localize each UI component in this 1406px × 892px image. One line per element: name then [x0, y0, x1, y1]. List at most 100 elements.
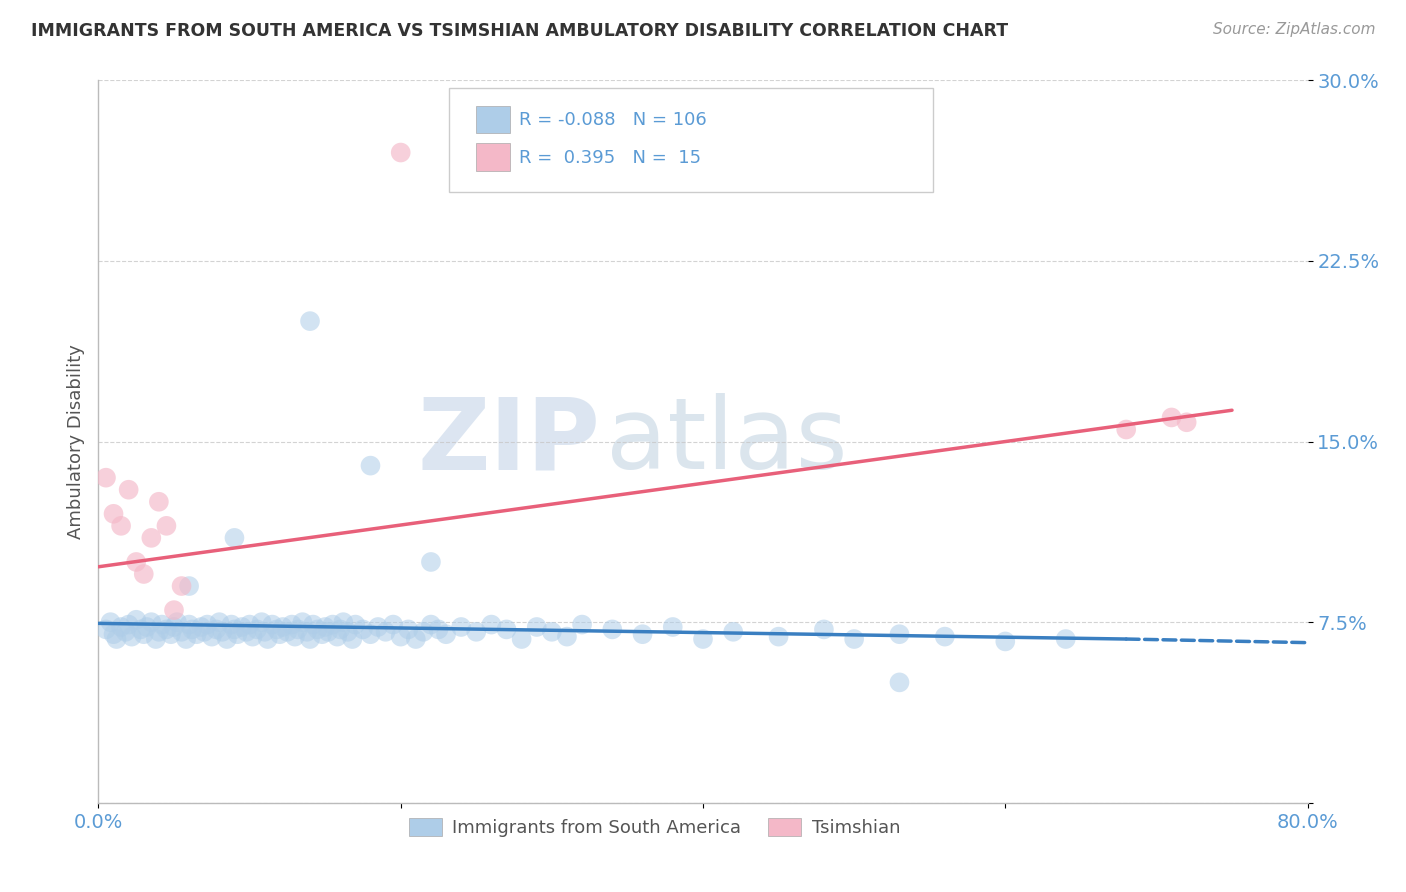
Point [295, 624, 318, 639]
Point [179, 617, 201, 632]
Text: R =  0.395   N =  15: R = 0.395 N = 15 [519, 149, 702, 167]
Point [342, 632, 364, 646]
Point [994, 634, 1017, 648]
Point [94, 470, 117, 484]
Text: R = -0.088   N = 106: R = -0.088 N = 106 [519, 111, 707, 129]
Point [253, 624, 276, 639]
Point [276, 624, 298, 639]
FancyBboxPatch shape [449, 87, 932, 193]
Point [239, 617, 262, 632]
Point [110, 620, 132, 634]
Text: IMMIGRANTS FROM SOUTH AMERICA VS TSIMSHIAN AMBULATORY DISABILITY CORRELATION CHA: IMMIGRANTS FROM SOUTH AMERICA VS TSIMSHI… [31, 22, 1008, 40]
Point [344, 617, 367, 632]
Point [129, 623, 152, 637]
Point [332, 615, 354, 630]
Point [1160, 410, 1182, 425]
Point [193, 624, 215, 639]
Point [141, 615, 163, 630]
Legend: Immigrants from South America, Tsimshian: Immigrants from South America, Tsimshian [402, 811, 907, 845]
Point [118, 617, 141, 632]
Point [201, 630, 224, 644]
Point [155, 623, 177, 637]
Point [103, 627, 125, 641]
Point [631, 627, 654, 641]
Point [307, 623, 329, 637]
Point [150, 617, 173, 632]
Point [281, 617, 304, 632]
Point [271, 620, 294, 634]
Point [352, 623, 374, 637]
Point [100, 615, 122, 630]
Point [190, 620, 212, 634]
Point [148, 494, 170, 508]
Point [510, 632, 533, 646]
Point [221, 617, 243, 632]
Point [262, 617, 284, 632]
Point [284, 630, 307, 644]
Point [450, 620, 472, 634]
Y-axis label: Ambulatory Disability: Ambulatory Disability [66, 344, 84, 539]
Point [1175, 415, 1198, 429]
Point [110, 518, 132, 533]
Point [291, 615, 314, 630]
Point [405, 632, 427, 646]
Point [299, 632, 322, 646]
Point [231, 620, 253, 634]
Point [256, 632, 278, 646]
Point [661, 620, 683, 634]
Point [934, 630, 956, 644]
Point [155, 518, 177, 533]
Point [163, 603, 186, 617]
Point [311, 627, 333, 641]
Point [170, 579, 193, 593]
Point [302, 617, 325, 632]
Point [211, 624, 233, 639]
Point [170, 624, 193, 639]
Point [205, 623, 228, 637]
Point [145, 632, 167, 646]
Text: atlas: atlas [606, 393, 848, 490]
Point [105, 632, 128, 646]
Point [121, 630, 143, 644]
Point [160, 627, 183, 641]
Point [166, 615, 188, 630]
Point [434, 627, 457, 641]
Text: ZIP: ZIP [418, 393, 600, 490]
Point [226, 627, 249, 641]
Point [125, 613, 148, 627]
Point [287, 623, 309, 637]
Point [374, 624, 396, 639]
Point [382, 617, 405, 632]
Point [94, 623, 117, 637]
Point [723, 624, 745, 639]
Point [481, 617, 503, 632]
Point [179, 579, 201, 593]
Point [844, 632, 866, 646]
Point [148, 624, 170, 639]
Point [555, 630, 578, 644]
Point [336, 624, 359, 639]
Point [224, 623, 246, 637]
Point [367, 620, 389, 634]
Point [266, 623, 288, 637]
Point [1115, 422, 1137, 436]
Point [181, 623, 204, 637]
Point [427, 623, 450, 637]
Point [135, 620, 157, 634]
Point [813, 623, 835, 637]
Point [526, 620, 548, 634]
Point [389, 145, 412, 160]
Point [768, 630, 790, 644]
Point [141, 531, 163, 545]
Point [889, 627, 911, 641]
Point [889, 675, 911, 690]
Point [360, 458, 382, 473]
Point [396, 623, 419, 637]
Point [316, 624, 339, 639]
Point [329, 623, 352, 637]
Point [114, 624, 136, 639]
Point [242, 630, 264, 644]
Point [174, 632, 197, 646]
Point [495, 623, 517, 637]
Point [250, 615, 273, 630]
